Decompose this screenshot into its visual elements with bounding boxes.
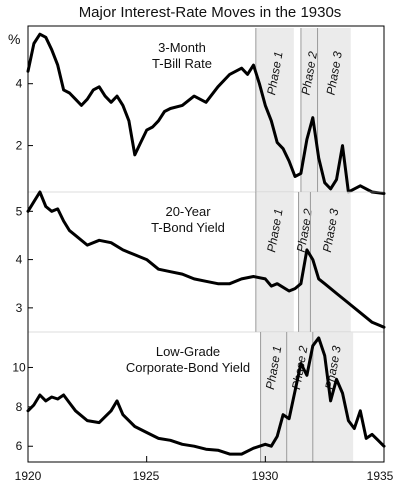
panel-label: Low-Grade <box>156 344 220 359</box>
y-tick-label: 3 <box>16 301 23 315</box>
phase-band <box>255 28 294 192</box>
phase-band <box>255 192 294 332</box>
panel-label: Corporate-Bond Yield <box>126 360 250 375</box>
y-unit-label: % <box>8 31 20 47</box>
y-tick-label: 4 <box>16 77 23 91</box>
y-tick-label: 5 <box>16 204 23 218</box>
y-tick-label: 8 <box>16 400 23 414</box>
panel-label: T-Bill Rate <box>152 56 212 71</box>
x-tick-label: 1930 <box>252 469 279 483</box>
panel-3: Phase 1 Phase 2 Phase 36810Low-GradeCorpor… <box>12 332 386 462</box>
y-tick-label: 2 <box>16 139 23 153</box>
panel-label: T-Bond Yield <box>151 220 225 235</box>
chart-frame <box>27 25 385 463</box>
panel-label: 3-Month <box>158 40 206 55</box>
y-tick-label: 6 <box>16 439 23 453</box>
chart-title: Major Interest-Rate Moves in the 1930s <box>79 4 342 21</box>
series-line <box>26 190 386 329</box>
plot-border <box>27 25 385 463</box>
y-tick-label: 4 <box>16 253 23 267</box>
x-tick-label: 1935 <box>367 469 394 483</box>
x-axis: 1920 1925 1930 1935 <box>15 456 394 483</box>
x-tick-label: 1925 <box>133 469 160 483</box>
phase-band <box>286 332 313 462</box>
series-line <box>26 336 386 456</box>
phase-band <box>310 192 351 332</box>
y-tick-label: 10 <box>12 360 26 374</box>
panel-label: 20-Year <box>165 204 211 219</box>
x-tick-label: 1920 <box>15 469 42 483</box>
series-line <box>26 32 386 195</box>
